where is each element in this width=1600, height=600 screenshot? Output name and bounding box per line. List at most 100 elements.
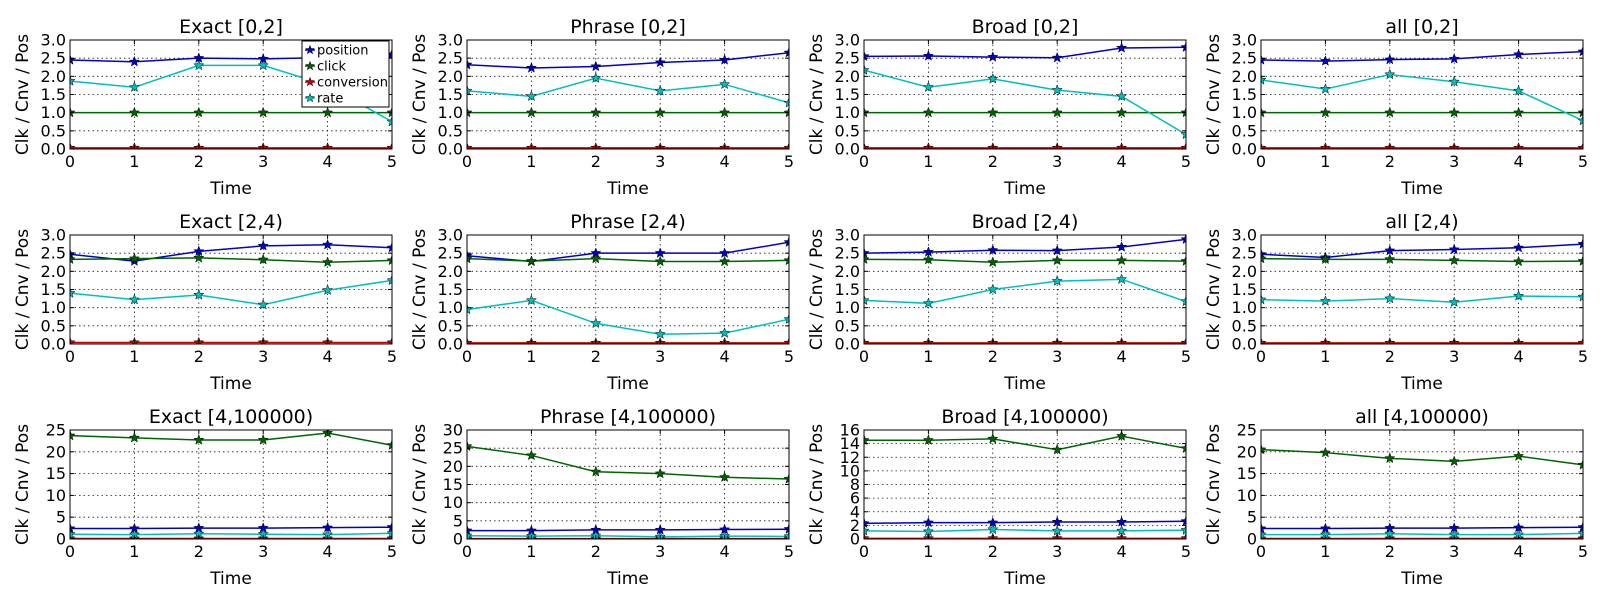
x-tick-label: 4: [1117, 542, 1127, 561]
data-point: [1115, 42, 1128, 53]
x-axis-label: Time: [1003, 569, 1046, 589]
data-point: [1180, 142, 1186, 149]
series-line-3: [864, 69, 1186, 136]
data-point: [321, 256, 334, 268]
data-point: [1512, 241, 1525, 253]
x-tick-label: 4: [1117, 347, 1127, 366]
data-point: [525, 294, 538, 306]
data-point: [1319, 446, 1332, 458]
data-point: [467, 524, 473, 536]
data-point: [1512, 450, 1525, 461]
data-point: [654, 106, 666, 118]
data-point: [718, 247, 731, 258]
y-tick-label: 10: [1237, 486, 1257, 505]
series-line-0: [1261, 526, 1583, 530]
data-point: [1115, 273, 1128, 285]
y-tick-label: 20: [443, 457, 463, 476]
series-line-3: [864, 528, 1186, 533]
series-line-3: [864, 278, 1186, 305]
data-point: [1180, 235, 1186, 245]
x-tick-label: 5: [1578, 542, 1588, 561]
data-point: [1577, 45, 1583, 57]
y-axis-label: Clk / Cnv / Pos: [1204, 34, 1224, 155]
x-tick-label: 1: [526, 152, 536, 171]
x-tick-label: 0: [462, 347, 472, 366]
data-point: [987, 432, 999, 444]
legend-label: rate: [317, 92, 343, 107]
series-group: [467, 440, 789, 539]
x-tick-label: 1: [1320, 347, 1330, 366]
data-point: [1577, 458, 1583, 470]
y-tick-label: 2.0: [1232, 262, 1257, 281]
x-axis-label: Time: [1003, 179, 1046, 199]
x-tick-label: 1: [526, 347, 536, 366]
data-point: [1577, 290, 1583, 302]
y-tick-label: 3.0: [835, 226, 860, 245]
data-point: [864, 64, 870, 75]
data-point: [525, 90, 538, 102]
x-tick-label: 2: [591, 542, 601, 561]
data-point: [1577, 521, 1583, 533]
y-tick-label: 0.0: [835, 335, 860, 354]
subplot-7: 0 1 2 3 4 5 0.00.51.01.52.02.53.0 all [2,4) Time…: [1204, 211, 1588, 394]
series-group: [864, 41, 1186, 149]
subplot-11: 0 1 2 3 4 5 0 5 10 15 20 25 all [4,100000) Time Clk / …: [1204, 406, 1588, 589]
data-point: [525, 106, 538, 118]
y-tick-label: 1.0: [1232, 298, 1257, 317]
series-line-0: [1261, 50, 1583, 62]
y-tick-label: 3.0: [835, 31, 860, 50]
series-line-0: [467, 51, 789, 69]
data-point: [193, 251, 205, 263]
subplot-1: 0 1 2 3 4 5 0.00.51.01.52.02.53.0 Phrase [0,2] T…: [410, 16, 794, 199]
x-tick-label: 4: [1117, 152, 1127, 171]
data-point: [864, 532, 870, 539]
x-tick-label: 5: [784, 347, 794, 366]
data-point: [1384, 106, 1396, 118]
data-point: [257, 59, 269, 71]
y-tick-label: 1.5: [835, 280, 860, 299]
y-tick-label: 1.5: [835, 85, 860, 104]
x-tick-label: 2: [988, 347, 998, 366]
data-point: [1180, 532, 1186, 539]
x-tick-label: 3: [1052, 542, 1062, 561]
data-point: [1180, 515, 1186, 527]
data-point: [386, 521, 392, 533]
x-tick-label: 2: [988, 152, 998, 171]
data-point: [1051, 254, 1063, 266]
data-point: [386, 241, 392, 253]
y-tick-label: 2.0: [438, 262, 463, 281]
data-point: [70, 336, 76, 344]
data-point: [987, 283, 999, 295]
data-point: [193, 434, 205, 445]
y-tick-label: 2.5: [835, 49, 860, 68]
data-point: [257, 106, 269, 118]
y-tick-label: 0: [1247, 530, 1257, 549]
series-line-1: [467, 445, 789, 480]
y-tick-label: 2.0: [1232, 67, 1257, 86]
data-point: [718, 106, 731, 118]
data-point: [70, 142, 76, 149]
y-tick-label: 0.0: [438, 140, 463, 159]
y-axis-label: Clk / Cnv / Pos: [13, 229, 33, 350]
data-point: [70, 528, 76, 539]
data-point: [1319, 253, 1332, 265]
axes-frame: [1260, 39, 1584, 150]
data-point: [70, 253, 76, 265]
data-point: [1512, 290, 1525, 301]
data-point: [1577, 532, 1583, 539]
x-tick-label: 3: [1052, 152, 1062, 171]
y-tick-label: 2.5: [41, 49, 66, 68]
series-line-3: [1261, 73, 1583, 122]
y-tick-label: 0.0: [1232, 335, 1257, 354]
x-tick-label: 0: [1256, 347, 1266, 366]
legend-label: click: [317, 60, 347, 75]
x-tick-label: 2: [194, 152, 204, 171]
chart-title: Broad [2,4): [972, 211, 1079, 233]
legend-box: [301, 40, 390, 108]
axes-frame: [1260, 429, 1584, 540]
data-point: [864, 434, 870, 446]
data-point: [467, 529, 473, 539]
x-tick-label: 0: [65, 152, 75, 171]
data-point: [922, 106, 935, 118]
data-point: [1448, 455, 1460, 467]
